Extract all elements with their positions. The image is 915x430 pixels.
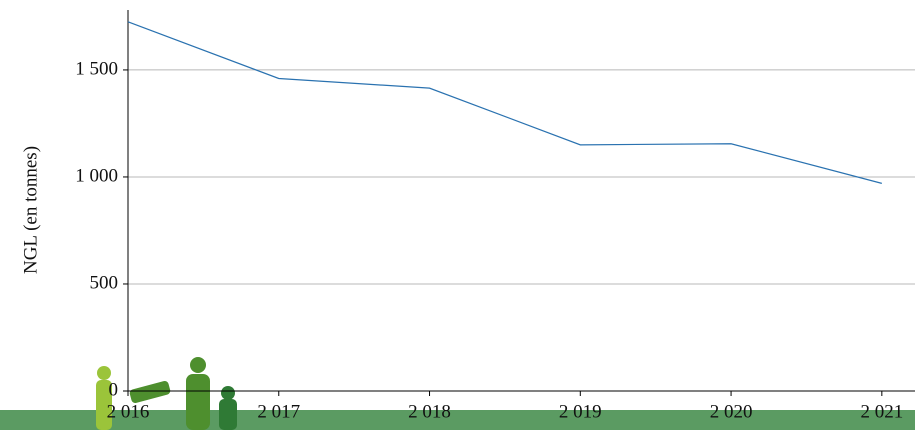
y-tick-label: 1 000 <box>75 165 118 186</box>
x-tick-label: 2 016 <box>107 401 150 422</box>
y-axis-label: NGL (en tonnes) <box>20 146 41 274</box>
x-tick-label: 2 021 <box>860 401 903 422</box>
logo <box>96 357 237 430</box>
y-tick-label: 1 500 <box>75 58 118 79</box>
x-tick-label: 2 019 <box>559 401 602 422</box>
x-tick-label: 2 020 <box>710 401 753 422</box>
data-line <box>127 21 882 184</box>
x-tick-label: 2 017 <box>257 401 300 422</box>
y-tick-label: 500 <box>90 272 119 293</box>
y-tick-label: 0 <box>109 379 119 400</box>
x-tick-label: 2 018 <box>408 401 451 422</box>
